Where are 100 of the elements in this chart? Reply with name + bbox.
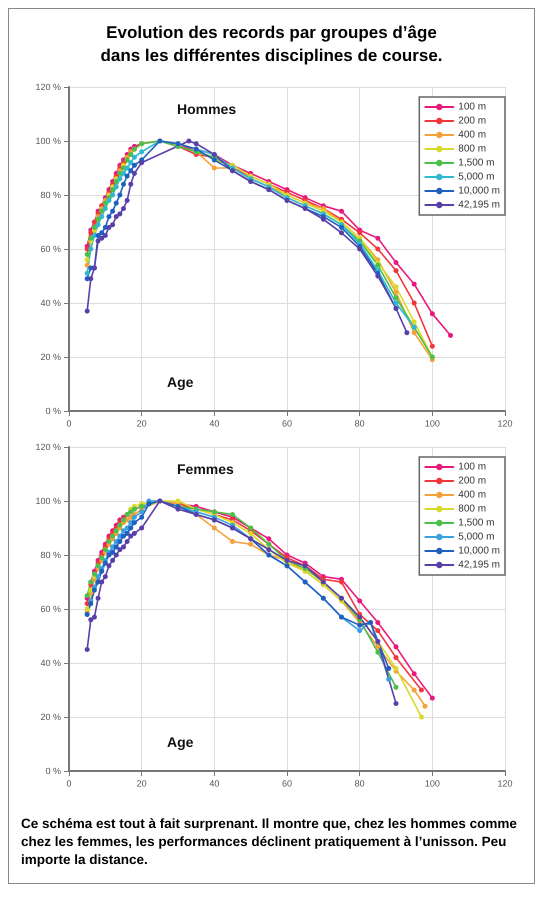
y-tick-label: 120 % xyxy=(35,442,61,452)
point xyxy=(110,550,116,555)
x-tick-label: 0 xyxy=(66,778,72,788)
point xyxy=(88,276,94,282)
point xyxy=(84,252,90,257)
point xyxy=(99,214,104,220)
point xyxy=(121,182,126,187)
point xyxy=(394,268,398,274)
point xyxy=(132,154,137,160)
point xyxy=(110,187,116,192)
point xyxy=(394,655,398,660)
legend-label: 42,195 m xyxy=(458,560,500,570)
point xyxy=(121,528,126,534)
point xyxy=(88,617,94,622)
point xyxy=(357,230,362,236)
point xyxy=(357,628,362,634)
point xyxy=(357,622,362,628)
point xyxy=(375,620,380,625)
point xyxy=(132,162,137,168)
legend-label: 800 m xyxy=(458,504,486,514)
legend-label: 10,000 m xyxy=(458,546,500,556)
x-tick-label: 100 xyxy=(424,778,440,788)
point xyxy=(99,230,104,236)
point xyxy=(128,182,134,187)
point xyxy=(412,282,417,287)
x-tick-label: 120 xyxy=(497,778,513,788)
y-tick-label: 20 % xyxy=(40,712,61,722)
point xyxy=(339,580,344,584)
point xyxy=(84,308,90,314)
point xyxy=(139,149,144,154)
point xyxy=(230,512,235,517)
point xyxy=(132,530,137,536)
y-tick-label: 20 % xyxy=(40,352,61,362)
point xyxy=(121,544,126,550)
point xyxy=(96,238,101,244)
x-tick-label: 120 xyxy=(497,418,513,428)
point xyxy=(114,544,119,550)
point xyxy=(418,714,424,720)
x-tick-label: 40 xyxy=(209,418,220,428)
point xyxy=(394,644,398,650)
point xyxy=(92,588,97,593)
point xyxy=(84,257,90,262)
y-tick-label: 100 % xyxy=(35,496,61,506)
point xyxy=(106,563,112,568)
point xyxy=(412,688,417,692)
y-tick-label: 0 % xyxy=(45,766,61,776)
text: Hommes xyxy=(177,101,236,117)
y-tick-label: 80 % xyxy=(40,550,61,560)
x-tick-label: 100 xyxy=(424,418,440,428)
point xyxy=(394,290,398,295)
point xyxy=(430,311,435,316)
point xyxy=(124,174,130,179)
point xyxy=(448,332,453,338)
point xyxy=(139,509,144,514)
point xyxy=(394,701,398,706)
point xyxy=(110,222,116,228)
legend-label: 5,000 m xyxy=(458,532,494,542)
x-tick-label: 20 xyxy=(136,778,147,788)
text: Ce schéma est tout à fait surprenant. Il montre que, chez les hommes comme chez les femmes, les performances déclinent pratiquement à l’unisson. Peu importe la distance. xyxy=(21,815,518,869)
point xyxy=(248,542,254,547)
point xyxy=(394,260,398,265)
point xyxy=(106,552,112,558)
point xyxy=(430,344,435,349)
point xyxy=(139,160,144,166)
point xyxy=(96,596,101,601)
x-axis-title: Age xyxy=(167,734,194,750)
legend-label: 5,000 m xyxy=(458,172,494,182)
point xyxy=(128,534,134,539)
point xyxy=(121,534,126,539)
legend-label: 100 m xyxy=(458,462,486,472)
point xyxy=(132,170,137,176)
point xyxy=(84,606,90,612)
x-tick-label: 20 xyxy=(136,418,147,428)
x-tick-label: 40 xyxy=(209,778,220,788)
legend-label: 42,195 m xyxy=(458,200,500,210)
point xyxy=(99,580,104,584)
point xyxy=(339,230,344,236)
point xyxy=(117,547,122,552)
point xyxy=(339,224,344,230)
point xyxy=(266,536,272,542)
point xyxy=(212,166,217,170)
point xyxy=(124,539,130,544)
point xyxy=(357,598,362,604)
point xyxy=(114,184,119,190)
point xyxy=(99,568,104,574)
point xyxy=(418,688,424,692)
point xyxy=(394,666,398,671)
point xyxy=(375,246,380,252)
point xyxy=(430,696,435,701)
point xyxy=(320,216,326,222)
point xyxy=(412,300,417,306)
point xyxy=(96,233,101,238)
point xyxy=(114,200,119,206)
y-tick-label: 60 % xyxy=(40,244,61,254)
point xyxy=(212,526,217,530)
point xyxy=(375,628,380,634)
point xyxy=(194,141,199,146)
point xyxy=(92,614,97,620)
point xyxy=(114,179,119,184)
point xyxy=(121,170,126,176)
